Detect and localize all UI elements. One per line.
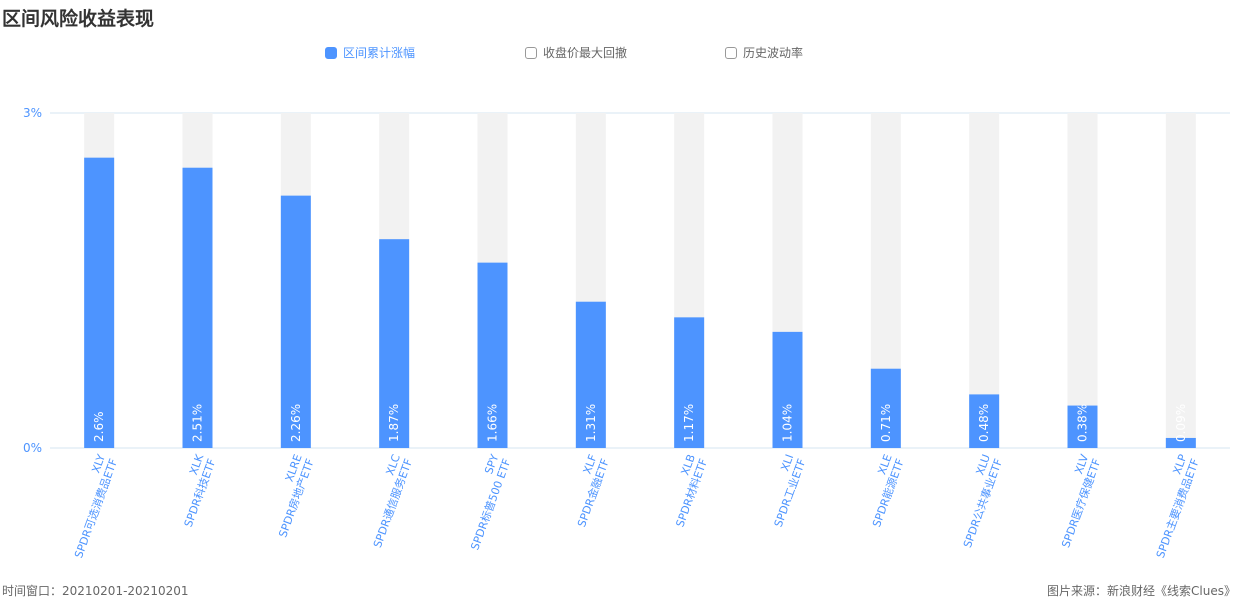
x-tick-label: XLCSPDR通信服务ETF [359, 452, 416, 549]
bar [477, 262, 508, 448]
bar [870, 368, 901, 448]
bar [379, 239, 410, 448]
legend: 区间累计涨幅 收盘价最大回撤 历史波动率 [0, 44, 1240, 64]
bar-track [1165, 113, 1196, 448]
bar [1165, 437, 1196, 448]
data-label: 2.26% [289, 404, 303, 442]
legend-label: 历史波动率 [743, 46, 804, 60]
x-tick-label: XLBSPDR材料ETF [661, 453, 710, 529]
x-tick-label: XLPSPDR主要消费品ETF [1142, 452, 1202, 560]
bar [280, 195, 311, 448]
bar-chart: 0% 3% 2.6% XLYSPDR可选消费品ETF 2.51% XLKSPDR科技ETF… [23, 106, 1230, 560]
x-tick-label: XLRESPDR房地产ETF [264, 453, 317, 540]
y-tick-label: 3% [23, 106, 42, 120]
data-label: 1.87% [387, 404, 401, 442]
data-label: 0.48% [977, 404, 991, 442]
y-tick-label: 0% [23, 441, 42, 455]
bar [182, 167, 213, 448]
x-tick-label: XLYSPDR可选消费品ETF [60, 452, 120, 560]
legend-label: 区间累计涨幅 [343, 46, 416, 60]
data-label: 0.09% [1174, 404, 1188, 442]
data-label: 0.71% [879, 404, 893, 442]
bar [1067, 405, 1098, 448]
data-label: 2.51% [191, 404, 205, 442]
legend-item-max-drawdown[interactable]: 收盘价最大回撤 [525, 44, 627, 61]
x-tick-label: XLKSPDR科技ETF [170, 452, 219, 529]
legend-label: 收盘价最大回撤 [543, 46, 628, 60]
bar-track [1067, 113, 1098, 448]
data-label: 1.04% [781, 404, 795, 442]
x-tick-code: XLF [581, 453, 600, 476]
x-tick-code: XLY [89, 452, 108, 474]
legend-checkbox-icon [725, 46, 737, 59]
bar [772, 331, 803, 448]
data-label: 2.6% [92, 412, 106, 443]
x-tick-label: XLVSPDR医疗保健ETF [1047, 452, 1104, 549]
data-label: 1.31% [584, 404, 598, 442]
time-window-note: 时间窗口：20210201-20210201 [2, 584, 189, 598]
bar [969, 394, 1000, 448]
x-tick-label: XLISPDR工业ETF [760, 453, 809, 529]
x-tick-label: XLUSPDR公共事业ETF [949, 453, 1005, 550]
x-tick-code: XLI [778, 453, 796, 473]
legend-checkbox-icon [525, 46, 537, 59]
data-label: 1.66% [486, 404, 500, 442]
bar [575, 301, 606, 448]
chart-title: 区间风险收益表现 [2, 8, 155, 30]
x-tick-label: XLESPDR能源ETF [858, 453, 907, 529]
data-label: 1.17% [682, 404, 696, 442]
bar-track [969, 113, 1000, 448]
legend-item-volatility[interactable]: 历史波动率 [725, 44, 803, 61]
image-source-note: 图片来源：新浪财经《线索Clues》 [1047, 584, 1236, 598]
x-tick-label: XLFSPDR金融ETF [563, 453, 612, 529]
data-label: 0.38% [1076, 404, 1090, 442]
x-tick-label: SPYSPDR标普500 ETF [456, 452, 513, 552]
bar [674, 317, 705, 448]
bar [84, 157, 115, 448]
legend-swatch-icon [325, 46, 337, 59]
legend-item-cumulative-return[interactable]: 区间累计涨幅 [325, 44, 415, 61]
